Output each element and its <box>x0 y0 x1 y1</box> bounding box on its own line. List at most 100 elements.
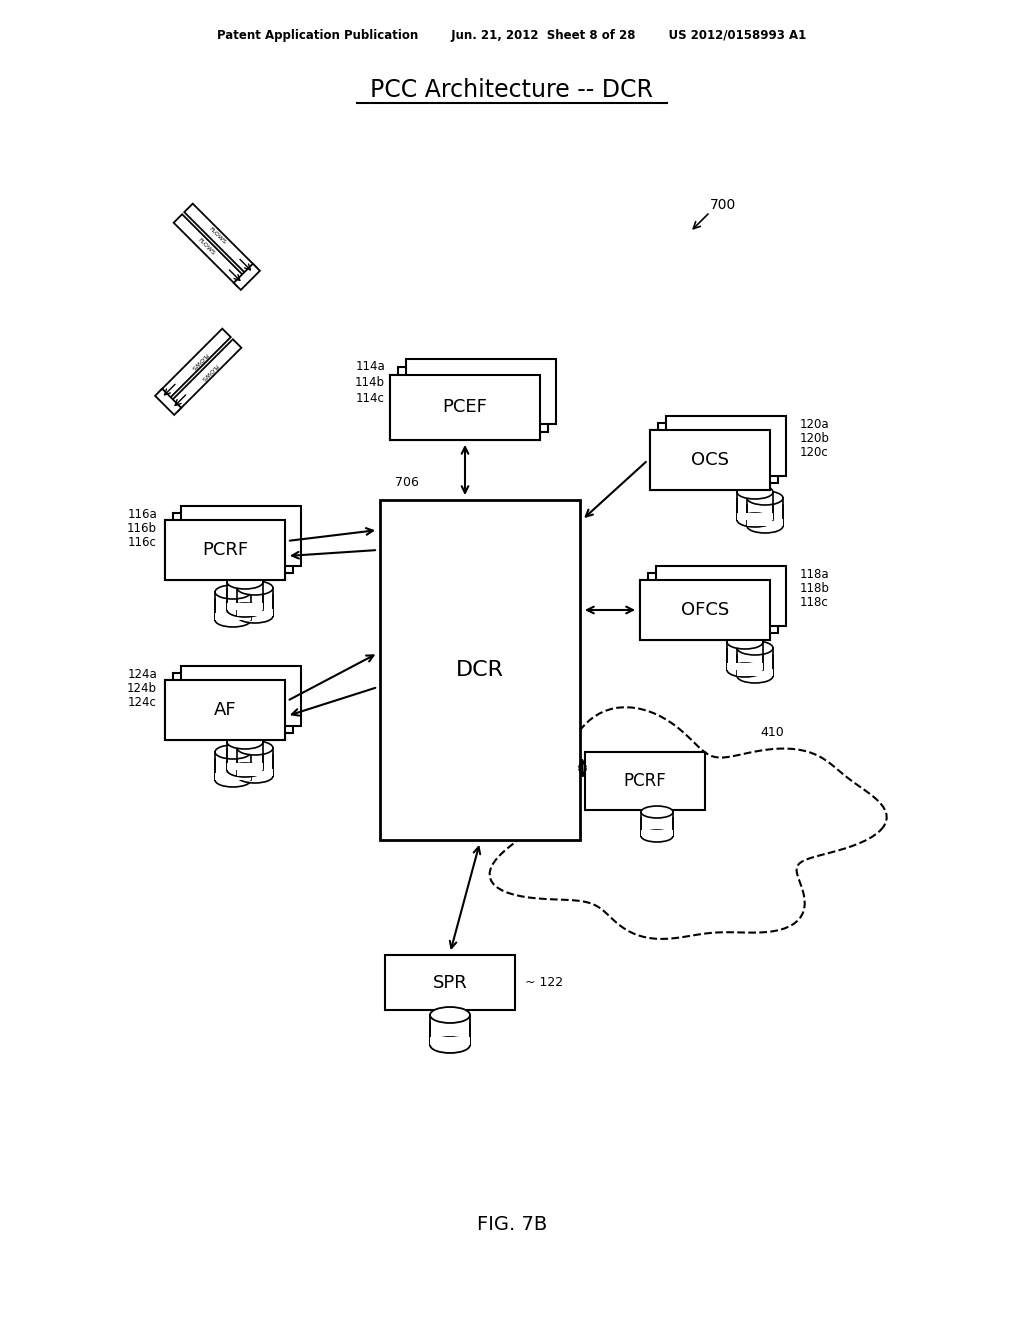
Polygon shape <box>184 203 256 276</box>
Bar <box>737 648 773 676</box>
Bar <box>380 500 580 840</box>
Text: 124a: 124a <box>127 668 157 681</box>
Bar <box>640 579 770 640</box>
Text: FIG. 7B: FIG. 7B <box>477 1216 547 1234</box>
Text: 114b: 114b <box>355 376 385 389</box>
Polygon shape <box>155 388 181 414</box>
Bar <box>641 812 673 836</box>
Ellipse shape <box>215 774 251 787</box>
Bar <box>658 422 778 483</box>
Bar <box>656 566 786 626</box>
Ellipse shape <box>237 581 273 595</box>
Bar <box>215 612 251 620</box>
Ellipse shape <box>746 519 783 533</box>
Ellipse shape <box>430 1007 470 1023</box>
Bar <box>737 513 773 520</box>
Text: DCR: DCR <box>456 660 504 680</box>
Bar <box>181 667 301 726</box>
Ellipse shape <box>737 669 773 682</box>
Ellipse shape <box>430 1038 470 1053</box>
Ellipse shape <box>641 807 673 818</box>
PathPatch shape <box>489 708 887 939</box>
Polygon shape <box>159 329 230 401</box>
Text: 114c: 114c <box>356 392 385 405</box>
Bar <box>227 603 263 610</box>
Text: SPR: SPR <box>432 974 467 991</box>
Text: 116c: 116c <box>128 536 157 549</box>
Bar <box>727 642 763 671</box>
Text: ~ 122: ~ 122 <box>525 975 563 989</box>
Text: PCRF: PCRF <box>202 541 248 558</box>
Ellipse shape <box>237 770 273 783</box>
Text: PCC Architecture -- DCR: PCC Architecture -- DCR <box>371 78 653 102</box>
Text: FLOWS: FLOWS <box>200 362 218 381</box>
Ellipse shape <box>227 763 263 777</box>
Ellipse shape <box>746 491 783 506</box>
Bar <box>666 416 786 477</box>
Ellipse shape <box>215 612 251 627</box>
Bar <box>237 587 273 616</box>
Bar <box>385 954 515 1010</box>
Ellipse shape <box>727 663 763 677</box>
Text: OFCS: OFCS <box>681 601 729 619</box>
Ellipse shape <box>727 635 763 649</box>
Text: 124c: 124c <box>128 697 157 710</box>
Bar <box>641 830 673 836</box>
Text: PCEF: PCEF <box>442 399 487 417</box>
Ellipse shape <box>237 741 273 755</box>
Bar <box>650 430 770 490</box>
Text: 118a: 118a <box>800 569 829 582</box>
Text: 124b: 124b <box>127 682 157 696</box>
Polygon shape <box>174 214 246 286</box>
Ellipse shape <box>227 735 263 748</box>
Text: FLOWS: FLOWS <box>207 227 226 246</box>
Bar <box>215 752 251 780</box>
Bar <box>746 498 783 525</box>
Text: 118c: 118c <box>800 597 828 610</box>
Bar <box>165 520 285 579</box>
Text: 118b: 118b <box>800 582 829 595</box>
Ellipse shape <box>227 576 263 589</box>
Bar <box>640 579 770 640</box>
Bar <box>648 573 778 634</box>
Bar <box>585 752 705 810</box>
Ellipse shape <box>737 484 773 499</box>
Text: 120a: 120a <box>800 418 829 432</box>
Bar <box>227 742 263 770</box>
Text: 410: 410 <box>760 726 783 738</box>
Bar <box>390 375 540 440</box>
Ellipse shape <box>737 642 773 655</box>
Text: 120b: 120b <box>800 433 829 446</box>
Text: FLOWS: FLOWS <box>188 351 208 371</box>
Bar <box>430 1015 470 1045</box>
Ellipse shape <box>641 830 673 842</box>
Ellipse shape <box>215 744 251 759</box>
Bar <box>737 669 773 676</box>
Text: AF: AF <box>214 701 237 719</box>
Bar <box>650 430 770 490</box>
Bar <box>227 582 263 610</box>
Polygon shape <box>169 339 242 412</box>
Bar <box>215 774 251 780</box>
Bar <box>227 763 263 770</box>
Bar <box>430 1038 470 1045</box>
Bar <box>165 680 285 741</box>
Bar <box>406 359 556 424</box>
Bar <box>727 663 763 671</box>
Ellipse shape <box>215 585 251 599</box>
Bar <box>181 506 301 566</box>
Text: 114a: 114a <box>355 360 385 374</box>
Text: 116a: 116a <box>127 508 157 521</box>
Bar <box>390 375 540 440</box>
Bar <box>737 492 773 520</box>
Text: 706: 706 <box>395 475 419 488</box>
Text: 120c: 120c <box>800 446 828 459</box>
Text: Patent Application Publication        Jun. 21, 2012  Sheet 8 of 28        US 201: Patent Application Publication Jun. 21, … <box>217 29 807 41</box>
Bar <box>165 520 285 579</box>
Bar <box>173 673 293 733</box>
Ellipse shape <box>737 513 773 527</box>
Bar <box>398 367 548 432</box>
Text: FLOWS: FLOWS <box>197 238 216 256</box>
Polygon shape <box>233 264 260 290</box>
Bar <box>746 519 783 525</box>
